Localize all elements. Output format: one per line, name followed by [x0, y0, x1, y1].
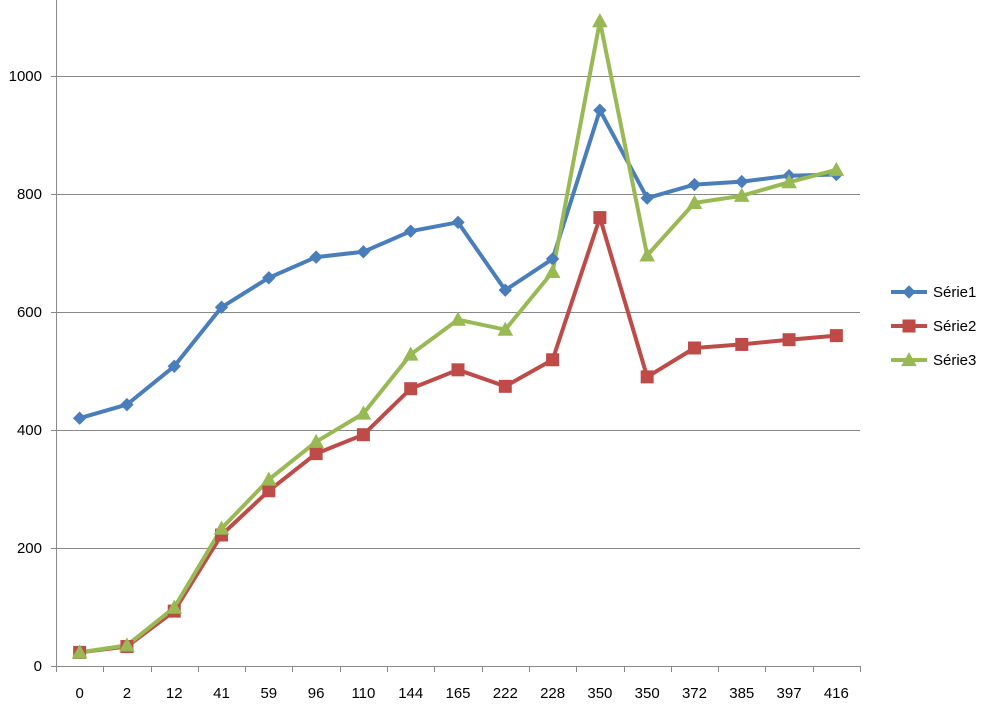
series-markers-1	[72, 103, 844, 425]
data-point	[782, 333, 796, 347]
series-line-3	[77, 19, 839, 655]
data-point	[309, 447, 323, 461]
legend-label: Série2	[933, 318, 976, 335]
x-tick-label: 416	[824, 685, 849, 702]
data-point	[451, 215, 465, 230]
x-tick-label: 385	[729, 685, 754, 702]
data-point	[640, 191, 654, 205]
data-point	[404, 382, 418, 396]
legend-label: Série1	[933, 284, 976, 301]
data-point	[593, 103, 607, 117]
x-axis-tick-labels: 0 2 12 41 59 96 110 144 165 222 228 350 350 372 385 397…	[75, 685, 848, 702]
data-point	[735, 337, 749, 351]
x-tick-label: 144	[398, 685, 423, 702]
legend: Série1 Série2 Série3	[891, 284, 976, 369]
y-tick-label: 1000	[9, 68, 42, 85]
data-point	[355, 405, 372, 420]
series-lines	[77, 19, 839, 655]
x-tick-label: 350	[587, 685, 612, 702]
data-point	[72, 411, 87, 425]
data-point	[544, 263, 561, 278]
data-point	[498, 283, 513, 297]
data-point	[356, 428, 370, 442]
data-point	[593, 211, 607, 225]
data-point	[213, 520, 230, 535]
series-line-2	[77, 215, 839, 655]
data-point	[686, 194, 703, 209]
data-point	[402, 346, 419, 361]
series-markers	[71, 13, 845, 659]
data-point	[167, 359, 181, 373]
y-tick-label: 0	[34, 658, 42, 675]
y-tick-label: 600	[17, 304, 42, 321]
x-tick-label: 110	[351, 685, 375, 702]
data-point	[451, 363, 465, 377]
data-point	[592, 13, 608, 28]
x-tick-label: 372	[682, 685, 707, 702]
x-tick-label: 41	[213, 685, 230, 702]
legend-marker	[902, 319, 916, 333]
y-tick-label: 800	[17, 186, 42, 203]
data-point	[403, 224, 418, 238]
data-point	[166, 599, 183, 614]
legend-item-3: Série3	[891, 351, 976, 369]
data-point	[733, 187, 750, 202]
x-tick-label: 0	[75, 685, 83, 702]
y-tick-label: 400	[17, 422, 42, 439]
legend-item-1: Série1	[891, 284, 976, 301]
data-point	[781, 174, 797, 189]
legend-label: Série3	[933, 352, 976, 369]
x-tick-label: 59	[260, 685, 277, 702]
x-tick-label: 397	[777, 685, 802, 702]
series-markers-3	[71, 13, 845, 659]
legend-marker	[901, 351, 917, 367]
x-tick-label: 2	[123, 685, 131, 702]
data-point	[829, 329, 843, 343]
y-axis-tick-labels: 0 200 400 600 800 1000	[9, 68, 42, 675]
data-point	[497, 321, 514, 336]
legend-marker	[902, 285, 916, 299]
y-tick-label: 200	[17, 540, 42, 557]
data-point	[828, 161, 845, 176]
x-tick-label: 350	[635, 685, 660, 702]
series-markers-2	[73, 211, 843, 659]
axes	[51, 0, 861, 672]
x-tick-label: 222	[493, 685, 518, 702]
data-point	[450, 311, 466, 326]
data-point	[71, 644, 88, 659]
data-point	[546, 353, 560, 367]
data-point	[498, 379, 512, 393]
data-point	[262, 271, 276, 285]
data-point	[687, 177, 702, 192]
data-point	[309, 250, 323, 264]
data-point	[214, 300, 229, 314]
data-point	[356, 245, 371, 259]
data-point	[262, 484, 276, 498]
data-point	[640, 370, 654, 384]
data-point	[639, 247, 656, 262]
data-point	[687, 341, 701, 355]
legend-item-2: Série2	[891, 318, 976, 335]
x-tick-label: 12	[166, 685, 183, 702]
data-point	[119, 637, 135, 652]
data-point	[308, 433, 324, 448]
data-point	[120, 397, 134, 412]
x-tick-label: 165	[445, 685, 470, 702]
data-point	[260, 471, 277, 486]
x-tick-label: 228	[540, 685, 565, 702]
x-tick-label: 96	[308, 685, 325, 702]
data-point	[735, 174, 749, 189]
